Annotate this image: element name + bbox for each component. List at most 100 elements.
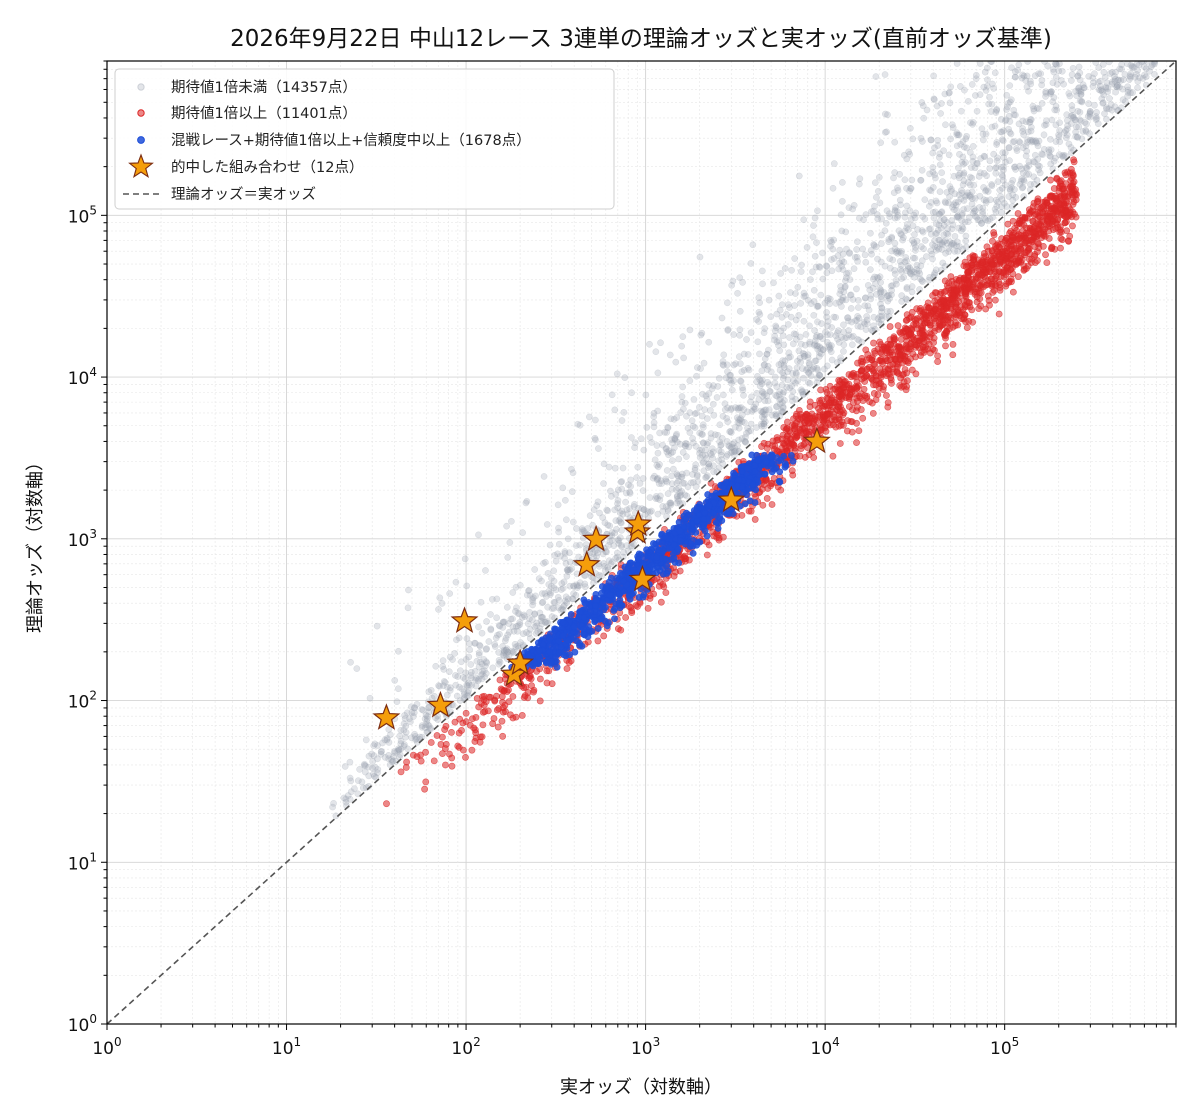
data-point-grey [697,365,704,372]
data-point-grey [483,618,490,625]
data-point-grey [466,646,474,654]
data-point-grey [664,423,672,431]
data-point-grey [898,292,906,299]
data-point-grey [795,311,803,319]
data-point-grey [1101,110,1108,118]
data-point-red [817,386,825,394]
data-point-red [446,750,453,758]
data-point-grey [491,643,499,650]
data-point-grey [1028,123,1035,131]
data-point-grey [776,347,784,355]
data-point-grey [487,626,495,634]
data-point-grey [393,698,401,706]
data-point-grey [918,257,926,265]
data-point-grey [958,187,965,194]
data-point-red [836,411,844,418]
data-point-grey [696,446,704,454]
data-point-red [417,757,425,765]
data-point-grey [898,268,905,275]
data-point-grey [709,400,717,408]
data-point-grey [797,268,805,275]
data-point-grey [864,302,872,310]
data-point-grey [678,342,686,350]
data-point-grey [888,233,896,241]
data-point-grey [365,752,373,760]
data-point-grey [546,591,554,598]
data-point-grey [717,448,725,456]
data-point-grey [942,199,950,207]
data-point-red [932,317,940,325]
data-point-grey [603,506,611,514]
data-point-grey [850,265,858,273]
data-point-grey [592,436,599,444]
data-point-grey [438,600,446,607]
data-point-grey [903,224,911,232]
data-point-grey [748,407,756,415]
data-point-grey [395,647,402,655]
data-point-grey [903,284,911,291]
data-point-red [600,632,608,640]
data-point-grey [1001,117,1009,125]
data-point-grey [1078,135,1086,143]
data-point-red [490,715,498,722]
data-point-red [778,444,786,452]
data-point-grey [688,417,696,424]
data-point-grey [1108,78,1116,86]
data-point-red [644,604,652,612]
data-point-grey [356,766,363,773]
data-point-red [1017,245,1025,253]
data-point-red [930,339,937,346]
data-point-grey [844,314,852,321]
data-point-grey [800,317,808,325]
data-point-red [703,538,711,546]
data-point-grey [462,656,470,663]
data-point-red [952,319,960,327]
data-point-grey [1003,203,1011,210]
data-point-grey [962,159,969,166]
data-point-red [848,388,856,396]
data-point-grey [690,396,698,403]
data-point-grey [681,442,689,450]
data-point-grey [945,244,953,252]
data-point-grey [935,154,943,161]
data-point-grey [347,788,355,796]
data-point-grey [404,604,412,612]
data-point-grey [543,521,551,528]
data-point-grey [794,283,802,291]
data-point-grey [1068,102,1076,109]
data-point-grey [971,164,979,172]
data-point-grey [745,366,753,374]
data-point-grey [960,160,967,168]
data-point-grey [1055,133,1063,141]
data-point-grey [586,512,594,520]
data-point-grey [495,622,503,629]
data-point-grey [847,291,855,299]
data-point-grey [899,234,907,241]
data-point-grey [766,388,774,395]
data-point-grey [1000,199,1008,207]
data-point-grey [676,492,684,500]
data-point-red [409,751,417,759]
data-point-grey [662,503,670,510]
data-point-grey [834,335,841,343]
data-point-grey [1063,111,1071,119]
data-point-grey [910,268,918,276]
data-point-grey [407,718,414,726]
data-point-grey [1040,131,1048,139]
data-point-grey [566,566,574,574]
data-point-red [920,320,928,327]
data-point-red [961,288,969,296]
data-point-grey [813,332,821,339]
data-point-grey [526,635,534,642]
data-point-grey [930,72,937,80]
data-point-grey [980,83,988,91]
data-point-grey [811,357,819,365]
data-point-grey [806,322,813,330]
data-point-grey [611,464,619,472]
data-point-red [662,589,670,597]
data-point-grey [987,196,994,204]
data-point-grey [967,164,975,171]
data-point-grey [483,645,490,652]
data-point-grey [1115,76,1123,84]
data-point-grey [691,424,699,431]
